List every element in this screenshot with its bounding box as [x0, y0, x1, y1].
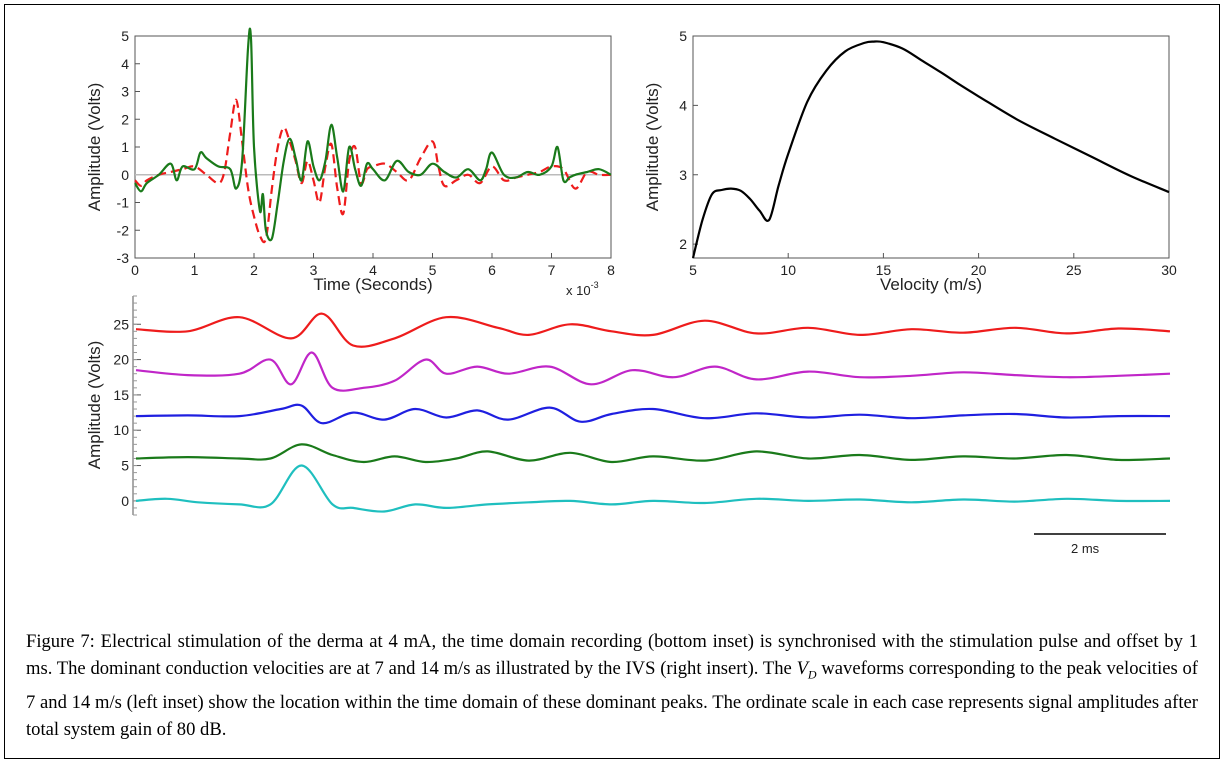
recording-y-tick-label: 15 — [113, 387, 129, 403]
ivs-chart-plot-area — [692, 35, 1170, 259]
ivs-y-tick-label: 5 — [679, 28, 687, 44]
vd-chart-x-exponent-base: x 10 — [566, 283, 591, 298]
ivs-y-tick-label: 3 — [679, 167, 687, 183]
ivs-chart-x-axis-label: Velocity (m/s) — [880, 275, 982, 294]
recording-trace-3 — [135, 443, 1171, 464]
recording-y-tick-label: 5 — [121, 458, 129, 474]
recording-trace-2 — [135, 403, 1171, 425]
vd-y-tick-label: 5 — [121, 28, 129, 44]
vd-y-tick-label: 0 — [121, 167, 129, 183]
caption-text-part1: Figure 7: Electrical stimulation of the … — [26, 631, 1198, 679]
vd-y-tick-label: -3 — [117, 250, 130, 266]
vd-x-tick-label: 5 — [429, 262, 437, 278]
vd-x-tick-label: 6 — [488, 262, 496, 278]
figure-caption: Figure 7: Electrical stimulation of the … — [26, 628, 1198, 743]
vd-symbol-subscript: D — [807, 667, 817, 682]
vd-y-tick-label: 2 — [121, 111, 129, 127]
caption-text-part2: waveforms corresponding to the peak velo… — [26, 658, 1198, 740]
vd-x-tick-label: 2 — [250, 262, 258, 278]
ivs-y-tick-label: 2 — [679, 236, 687, 252]
recording-trace-4 — [135, 464, 1171, 513]
recording-trace-0 — [135, 312, 1171, 348]
vd-chart-ticks: 0 1 2 3 4 5 6 7 8 -3 -2 -1 0 1 2 3 4 5 — [117, 28, 616, 278]
vd-y-tick-label: -1 — [117, 195, 130, 211]
ivs-chart-y-axis-label: Amplitude (Volts) — [643, 83, 662, 212]
ivs-x-tick-label: 10 — [780, 262, 796, 278]
ivs-chart-series — [691, 40, 1170, 259]
vd-symbol-letter: V — [796, 658, 808, 679]
ivs-x-tick-label: 15 — [876, 262, 892, 278]
vd-chart-series — [134, 27, 612, 244]
vd-y-tick-label: 4 — [121, 56, 129, 72]
vd-chart-y-axis-label: Amplitude (Volts) — [85, 83, 104, 212]
vd-x-tick-label: 1 — [191, 262, 199, 278]
vd-y-tick-label: 1 — [121, 139, 129, 155]
scale-bar-label: 2 ms — [1071, 541, 1100, 556]
vd-chart-x-exponent-power: -3 — [591, 280, 599, 290]
ivs-series-line-0 — [691, 40, 1170, 259]
vd-x-tick-label: 8 — [607, 262, 615, 278]
recording-trace-1 — [135, 351, 1171, 392]
ivs-x-tick-label: 30 — [1161, 262, 1177, 278]
vd-x-tick-label: 4 — [369, 262, 377, 278]
ivs-x-tick-label: 25 — [1066, 262, 1082, 278]
ivs-chart-ticks: 5 10 15 20 25 30 2 3 4 5 — [679, 28, 1177, 278]
vd-symbol: VD — [796, 658, 817, 682]
figure-canvas: 0 1 2 3 4 5 6 7 8 -3 -2 -1 0 1 2 3 4 5 Time (Seconds) Amp… — [85, 27, 1177, 556]
recording-ticks: 0 5 10 15 20 25 — [113, 295, 141, 516]
recording-y-tick-label: 10 — [113, 422, 129, 438]
ivs-x-tick-label: 5 — [689, 262, 697, 278]
recording-series — [135, 312, 1171, 513]
vd-x-tick-label: 7 — [548, 262, 556, 278]
vd-x-tick-label: 0 — [131, 262, 139, 278]
recording-y-tick-label: 20 — [113, 352, 129, 368]
vd-y-tick-label: -2 — [117, 222, 130, 238]
vd-chart-x-axis-label: Time (Seconds) — [313, 275, 432, 294]
ivs-y-tick-label: 4 — [679, 97, 687, 113]
recording-y-tick-label: 0 — [121, 493, 129, 509]
vd-series-line-0 — [134, 98, 612, 244]
figure-frame — [4, 4, 1220, 759]
ivs-x-tick-label: 20 — [971, 262, 987, 278]
time-domain-recording-chart: 0 5 10 15 20 25 Amplitude (Volts) 2 ms — [85, 295, 1171, 556]
recording-y-tick-label: 25 — [113, 316, 129, 332]
vd-y-tick-label: 3 — [121, 84, 129, 100]
vd-waveform-chart: 0 1 2 3 4 5 6 7 8 -3 -2 -1 0 1 2 3 4 5 Time (Seconds) Amp… — [85, 27, 616, 298]
vd-chart-x-exponent: x 10-3 — [566, 280, 599, 298]
vd-chart-plot-area — [134, 35, 612, 259]
recording-y-axis-label: Amplitude (Volts) — [85, 341, 104, 470]
vd-x-tick-label: 3 — [310, 262, 318, 278]
vd-series-line-1 — [134, 27, 612, 242]
ivs-chart: 5 10 15 20 25 30 2 3 4 5 Velocity (m/s) Amplitude… — [643, 28, 1177, 294]
